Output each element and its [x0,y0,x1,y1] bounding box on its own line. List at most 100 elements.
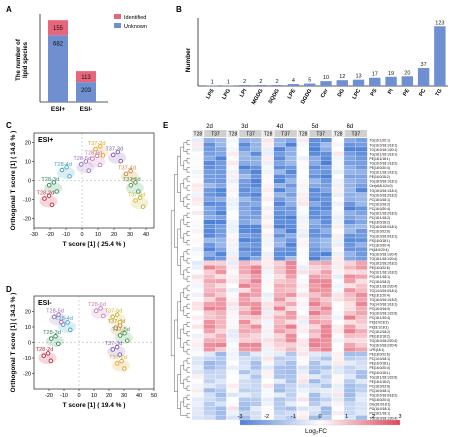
heatmap-cell [309,406,321,411]
heatmap-cell [309,192,321,197]
heatmap-cell [238,206,251,211]
panel-c-point-T28-6d-1 [90,156,95,161]
heatmap-cell [285,229,297,234]
heatmap-cell [344,197,356,202]
heatmap-cell [227,306,239,311]
heatmap-cell [273,333,286,338]
heatmap-cell [273,347,286,352]
heatmap-cell [203,401,216,407]
heatmap-cell [320,242,333,247]
heatmap-cell [320,392,333,398]
heatmap-dendrogram-branch [180,365,184,384]
heatmap-cell [344,292,356,297]
heatmap-row-label: TG(16:1/20:1) [370,139,391,143]
heatmap-cell [285,297,297,302]
heatmap-cell [273,201,286,206]
heatmap-cell [192,379,204,384]
heatmap-legend-colorbar [239,419,401,426]
heatmap-cell [203,411,216,416]
heatmap-cell [192,219,204,225]
heatmap-dendrogram-branch [183,178,187,189]
heatmap-cell [355,411,368,416]
heatmap-cell [250,229,262,234]
heatmap-dendrogram-branch [183,251,187,262]
heatmap-row-label: PE(16:0/18:2) [370,175,390,179]
heatmap-dendrogram-branch [186,340,190,346]
heatmap-cell [297,310,309,316]
heatmap-cell [203,329,216,334]
heatmap-row-label: PE(18:2/18:2) [370,334,390,338]
heatmap-row-label: TG(16:0/18:2/18:2) [370,193,398,197]
heatmap-cell [320,279,333,284]
bar-DGDG [304,83,316,86]
heatmap-cell [215,174,227,179]
heatmap-cell [203,415,216,420]
heatmap-cell [203,174,216,179]
heatmap-row-label: PS(16:0/18:1) [370,371,390,375]
heatmap-cell [192,188,204,193]
heatmap-cell [285,224,297,229]
panel-d-y-tick-label: 10 [25,325,31,331]
heatmap-cell [320,206,333,211]
heatmap-cell [192,165,204,170]
heatmap-cell [344,201,356,206]
heatmap-cell [215,219,227,225]
heatmap-row-label: PG(16:0/18:1) [370,407,391,411]
heatmap-cell [273,370,286,375]
panel-d-point-T28-5d-3 [56,312,61,317]
heatmap-row-label: PE(18:1/18:1) [370,157,390,161]
heatmap-treatment-header-bg [274,130,297,137]
heatmap-dendrogram-branch [186,294,190,300]
heatmap-cell [285,360,297,366]
heatmap-cell [273,178,286,184]
heatmap-dendrogram-branch [183,306,187,316]
panel-a-legend: Identified Unknown [114,14,147,30]
heatmap-cell [203,383,216,388]
heatmap-cell [262,256,274,261]
heatmap-cell [227,238,239,243]
heatmap-cell [262,383,274,388]
panel-d-point-T37-5d-2 [125,338,130,343]
heatmap-cell [332,224,344,229]
tick-label-PI: PI [387,88,395,96]
heatmap-cell [320,411,333,416]
heatmap-dendrogram-branch [186,322,190,328]
heatmap-cell [262,283,274,288]
heatmap-cell [355,301,368,307]
panel-c-point-T37-5d-3 [133,180,138,185]
heatmap-cell [273,374,286,379]
heatmap-cell [238,151,251,156]
heatmap-cell [332,251,344,256]
heatmap-cell [355,233,368,238]
heatmap-cell [285,188,297,193]
heatmap-treatment-label: T37 [246,132,255,138]
heatmap-row-label: TG(16:1/18:1/18:2) [370,271,398,275]
heatmap-cell [203,233,216,238]
heatmap-row-label: PC(18:0/20:4) [370,243,391,247]
panel-c-group-label-T37-6d: T37-6d [128,192,146,198]
heatmap-cell [355,360,368,366]
heatmap-cell [297,415,309,420]
heatmap-cell [332,388,344,393]
heatmap-cell [273,224,286,229]
heatmap-cell [332,147,344,152]
heatmap-cell [309,283,321,288]
heatmap-cell [332,329,344,334]
tick-label-PE: PE [402,88,411,98]
heatmap-cell [238,315,251,320]
heatmap-cell [344,183,356,188]
heatmap-cell [238,333,251,338]
heatmap-cell [355,183,368,188]
tick-label-SQDG: SQDG [268,88,281,105]
heatmap-row-label: PE(18:0/18:2) [370,221,390,225]
heatmap-cell [273,324,286,329]
heatmap-cell [344,338,356,343]
heatmap-cell [285,351,297,357]
heatmap-cell [355,374,368,379]
heatmap-cell [344,210,356,216]
tick-label-PS: PS [370,88,379,98]
panel-d-point-T37-3d-2 [117,352,123,357]
heatmap-cell [215,315,227,320]
heatmap-cell [238,397,251,402]
